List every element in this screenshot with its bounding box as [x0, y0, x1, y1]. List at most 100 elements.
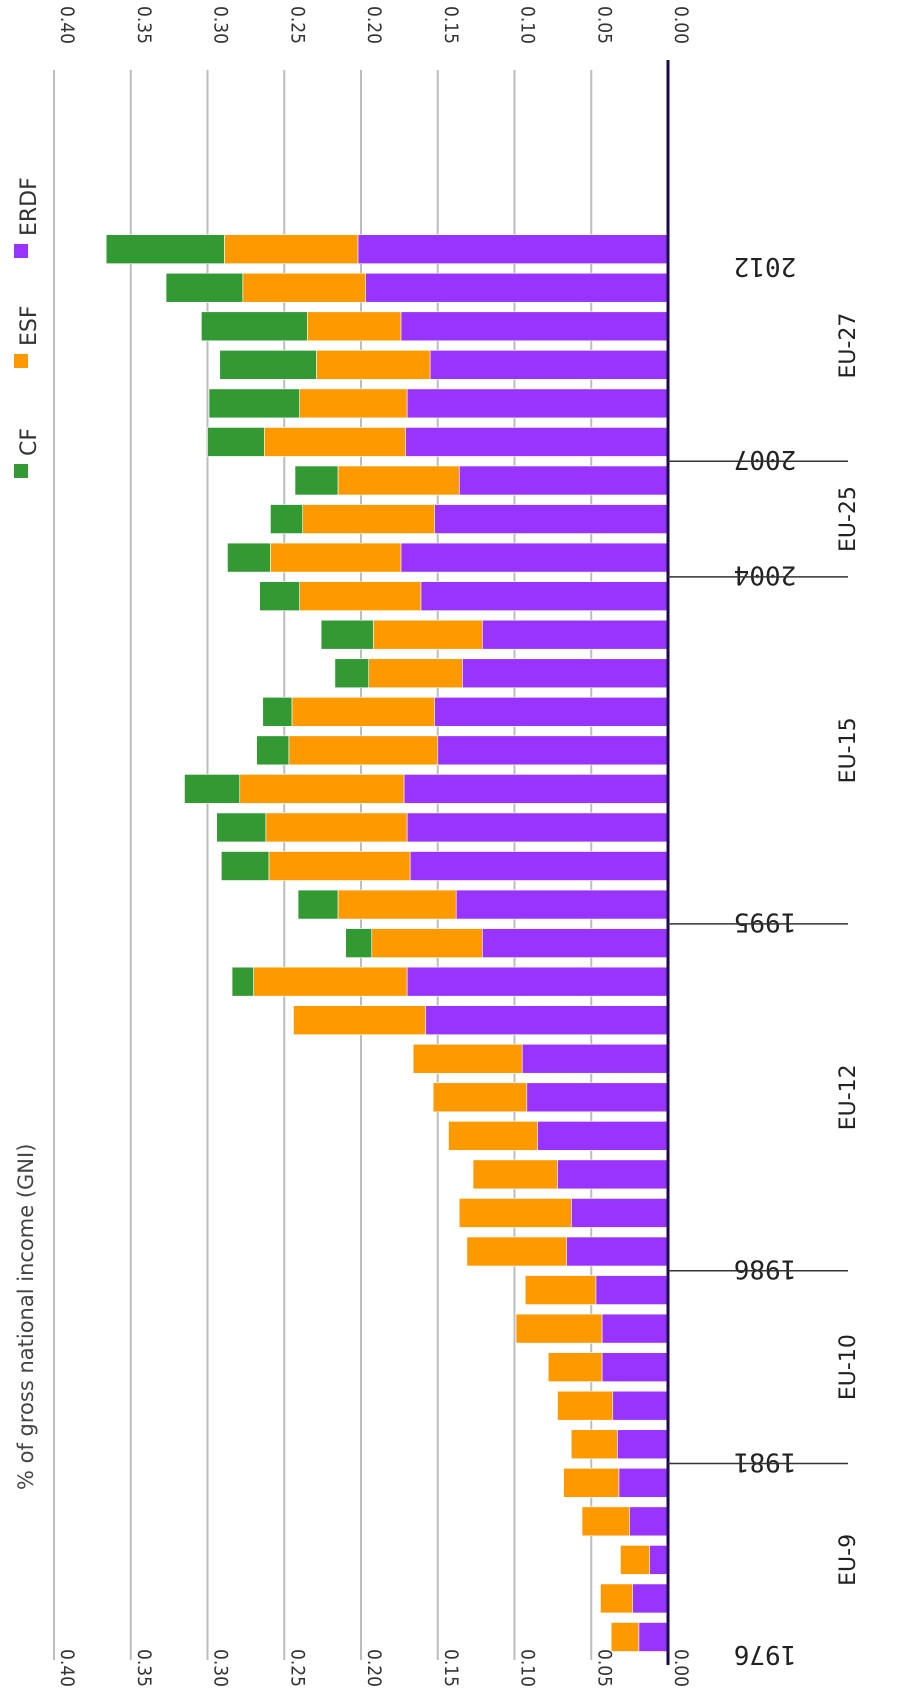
bar-esf-2010 [306, 311, 402, 342]
bar-esf-1977 [600, 1583, 633, 1614]
bar-erdf-2005 [434, 504, 669, 534]
bar-erdf-1991 [521, 1043, 669, 1074]
legend-swatch-esf [14, 354, 28, 368]
year-label: 1995 [734, 907, 797, 937]
bar-erdf-2004 [400, 542, 669, 573]
bar-erdf-2010 [400, 311, 669, 342]
group-label: EU-15 [836, 717, 861, 783]
bar-cf-1996 [221, 851, 270, 881]
bar-esf-1994 [371, 928, 483, 958]
tick-label-top: 0.15 [440, 6, 462, 44]
bar-esf-2008 [299, 388, 408, 419]
bar-esf-1984 [515, 1313, 603, 1344]
bar-esf-2001 [368, 658, 463, 689]
year-label: 1986 [734, 1254, 797, 1284]
bar-esf-1996 [268, 851, 411, 881]
legend-label-cf: CF [17, 428, 42, 456]
bar-erdf-1994 [481, 928, 669, 958]
tick-label-bottom: 0.20 [363, 1649, 385, 1687]
bar-esf-2000 [291, 696, 435, 727]
legend-label-esf: ESF [17, 305, 42, 346]
bar-esf-1982 [557, 1390, 614, 1421]
bar-erdf-1978 [649, 1545, 669, 1575]
tick-label-bottom: 0.25 [286, 1649, 308, 1687]
bar-esf-2003 [299, 581, 422, 611]
tick-label-top: 0.30 [210, 6, 232, 44]
bar-esf-1979 [581, 1506, 630, 1537]
bar-cf-2008 [208, 388, 300, 419]
bar-esf-2007 [263, 427, 406, 457]
bar-esf-1985 [524, 1275, 597, 1305]
tick-label-top: 0.25 [286, 6, 308, 44]
group-label: EU-27 [836, 313, 861, 379]
bar-erdf-1990 [526, 1082, 669, 1113]
bar-cf-2010 [201, 311, 308, 342]
bar-erdf-1984 [601, 1313, 669, 1344]
bar-cf-2002 [320, 619, 374, 650]
bar-erdf-2009 [429, 350, 669, 380]
tick-label-bottom: 0.40 [56, 1649, 78, 1687]
bar-esf-2004 [270, 542, 402, 573]
y-axis-label: % of gross national income (GNI) [14, 1144, 38, 1490]
bar-erdf-1981 [617, 1429, 669, 1460]
bar-erdf-1997 [406, 812, 669, 843]
bar-esf-2011 [242, 272, 366, 303]
bar-esf-2002 [372, 619, 483, 650]
bar-erdf-1986 [566, 1236, 669, 1267]
bar-esf-1991 [412, 1043, 523, 1074]
bar-cf-1998 [184, 774, 241, 804]
bar-cf-2011 [165, 272, 244, 303]
bar-cf-2007 [207, 427, 265, 457]
bar-erdf-1995 [455, 889, 669, 920]
bar-erdf-1983 [601, 1352, 669, 1382]
group-label: EU-25 [836, 486, 861, 552]
bar-cf-1994 [345, 928, 373, 958]
bar-erdf-1985 [595, 1275, 669, 1305]
bar-erdf-1998 [403, 774, 669, 804]
tick-label-bottom: 0.05 [593, 1649, 615, 1687]
bar-esf-1998 [239, 774, 405, 804]
bar-cf-2009 [219, 350, 317, 380]
bar-esf-2012 [224, 234, 359, 264]
bar-erdf-1979 [629, 1506, 669, 1537]
bar-erdf-2007 [405, 427, 669, 457]
bar-erdf-1988 [557, 1159, 669, 1190]
bar-erdf-2008 [406, 388, 669, 419]
bars [105, 234, 669, 1652]
bar-esf-2005 [302, 504, 435, 534]
bar-esf-1987 [458, 1198, 572, 1228]
bar-cf-2000 [262, 696, 293, 727]
bar-erdf-2003 [420, 581, 669, 611]
tick-label-bottom: 0.00 [670, 1649, 692, 1687]
tick-label-top: 0.05 [593, 6, 615, 44]
bar-esf-1989 [448, 1121, 538, 1151]
group-label: EU-12 [836, 1064, 861, 1130]
bar-erdf-1989 [537, 1121, 669, 1151]
bar-erdf-2012 [357, 234, 669, 264]
bar-erdf-1993 [406, 966, 669, 997]
bar-cf-2012 [105, 234, 225, 264]
legend-label-erdf: ERDF [17, 177, 42, 236]
bar-esf-2009 [316, 350, 431, 380]
bar-esf-1997 [265, 812, 408, 843]
tick-label-top: 0.10 [517, 6, 539, 44]
bar-esf-1976 [610, 1622, 640, 1652]
bar-esf-1990 [432, 1082, 528, 1113]
bar-erdf-1999 [437, 735, 669, 766]
bar-cf-2003 [259, 581, 300, 611]
year-label: 2004 [734, 560, 797, 590]
bar-esf-1988 [472, 1159, 558, 1190]
bar-erdf-1996 [409, 851, 669, 881]
bar-esf-2006 [337, 465, 460, 496]
tick-label-top: 0.40 [56, 6, 78, 44]
ticks-top: 0.00 0.05 0.10 0.15 0.20 0.25 0.30 0.35 0.40 [56, 6, 692, 44]
bar-esf-1995 [337, 889, 457, 920]
bar-esf-1980 [563, 1468, 620, 1498]
tick-label-bottom: 0.15 [440, 1649, 462, 1687]
bar-erdf-1992 [425, 1005, 669, 1036]
bar-esf-1992 [293, 1005, 426, 1036]
year-label: 1981 [734, 1446, 797, 1476]
bar-cf-1997 [216, 812, 267, 843]
bar-cf-2001 [334, 658, 369, 689]
